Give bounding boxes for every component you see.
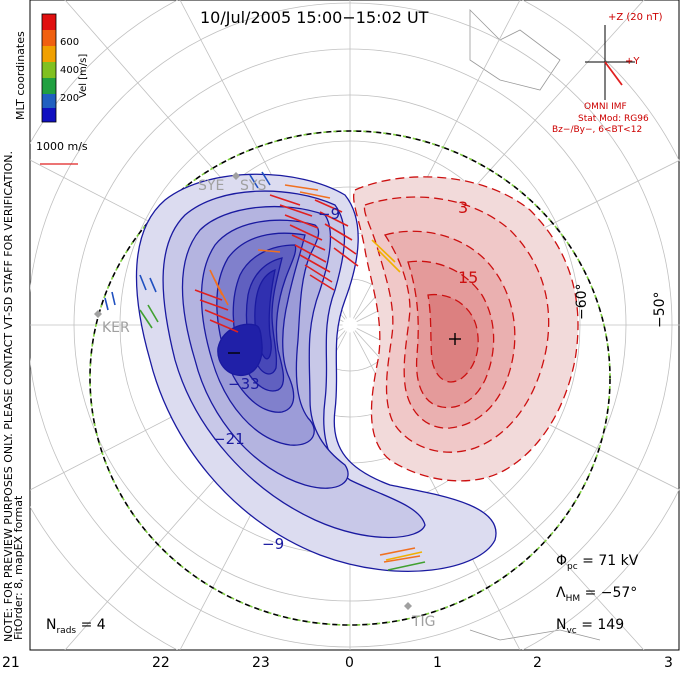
- negative-cell: [135, 173, 497, 572]
- station-sye: SYE: [198, 178, 225, 194]
- mlt-label-23: 23: [252, 655, 270, 671]
- phi-pc-stat: Φpc = 71 kV: [556, 553, 638, 572]
- mlt-label-0: 0: [345, 655, 354, 671]
- mlt-label-2: 2: [533, 655, 542, 671]
- fitorder-note: FitOrder: 8, mapEX format: [12, 495, 25, 640]
- imf-source: OMNI IMF: [584, 102, 627, 112]
- imf-clock: [585, 25, 635, 100]
- phi-value: = 71 kV: [582, 553, 639, 569]
- contour-label-9-top: −9: [318, 205, 341, 223]
- colorbar-label: Vel [m/s]: [78, 53, 89, 98]
- colorbar-tick-600: 600: [60, 37, 80, 48]
- contour-label-3: 3: [458, 198, 469, 217]
- contour-label-15: 15: [458, 268, 479, 287]
- positive-cell: [353, 176, 579, 482]
- max-marker: [449, 333, 461, 345]
- imf-y-label: +Y: [625, 56, 640, 67]
- lambda-value: = −57°: [584, 585, 638, 601]
- station-markers: [94, 172, 412, 610]
- imf-stat-mod: Stat Mod: RG96: [578, 114, 649, 124]
- contour-label-9-bottom: −9: [262, 535, 285, 553]
- nvc-symbol: N: [556, 617, 567, 633]
- coastline-south: [469, 629, 601, 641]
- station-sys: SYS: [240, 178, 267, 194]
- pole-marker: [342, 317, 358, 333]
- phi-symbol: Φ: [556, 553, 568, 569]
- nrads-symbol: N: [46, 617, 57, 633]
- lambda-symbol: Λ: [556, 585, 566, 601]
- coords-label: MLT coordinates: [14, 31, 27, 120]
- nvc-sub: vc: [566, 625, 577, 636]
- velocity-vectors: [104, 171, 426, 571]
- imf-z-label: +Z (20 nT): [608, 12, 663, 23]
- contour-label-21: −21: [213, 430, 245, 448]
- nrads-value: = 4: [80, 617, 106, 633]
- nrads-sub: rads: [56, 625, 77, 636]
- colorbar: [41, 13, 57, 123]
- mlt-label-1: 1: [433, 655, 442, 671]
- nrads-stat: Nrads = 4: [46, 617, 106, 636]
- map-title: 10/Jul/2005 15:00−15:02 UT: [200, 8, 429, 27]
- imf-condition: Bz−/By−, 6<BT<12: [552, 125, 643, 135]
- hm-boundary-green: [89, 130, 611, 626]
- mlt-grid: [30, 0, 680, 650]
- coastline: [469, 9, 561, 91]
- lambda-sub: HM: [565, 593, 581, 604]
- phi-sub: pc: [567, 561, 578, 572]
- lat-label-50: −50°: [652, 291, 668, 328]
- mlt-label-21: 21: [2, 655, 20, 671]
- mlt-label-22: 22: [152, 655, 170, 671]
- station-ker: KER: [102, 320, 130, 336]
- station-tig: TIG: [412, 614, 436, 630]
- lambda-hm-stat: ΛHM = −57°: [556, 585, 637, 604]
- scale-label: 1000 m/s: [36, 140, 88, 153]
- nvc-stat: Nvc = 149: [556, 617, 624, 636]
- contour-label-33: −33: [228, 375, 260, 393]
- colorbar-tick-200: 200: [60, 93, 80, 104]
- mlt-label-3: 3: [664, 655, 673, 671]
- lat-label-60: −60°: [574, 283, 590, 320]
- nvc-value: = 149: [581, 617, 625, 633]
- colorbar-tick-400: 400: [60, 65, 80, 76]
